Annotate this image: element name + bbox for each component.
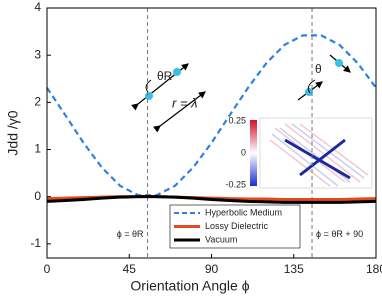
heatmap-fringes	[271, 123, 365, 187]
colorbar-label: 0	[241, 147, 246, 157]
legend-label: Lossy Dielectric	[205, 221, 269, 231]
colorbar	[250, 120, 257, 186]
x-axis-label: Orientation Angle ϕ	[130, 278, 249, 294]
x-tick-label: 135	[284, 262, 304, 276]
y-tick-label: 3	[34, 47, 41, 61]
reference-label: ϕ = θR	[117, 229, 144, 239]
angle-arc	[145, 79, 152, 93]
y-tick-label: 1	[34, 142, 41, 156]
series-line	[46, 195, 377, 204]
x-tick-label: 45	[123, 262, 137, 276]
annotation: θ	[315, 62, 322, 76]
heatmap-cross	[284, 138, 351, 180]
dipole	[145, 92, 153, 100]
colorbar-label: 0.25	[228, 115, 246, 125]
dipole-diagram: θR r = λ θ	[131, 54, 351, 133]
arrow	[153, 91, 206, 133]
dipole	[335, 59, 343, 67]
x-tick-label: 90	[205, 262, 219, 276]
x-tick-label: 180	[366, 262, 382, 276]
inset: 0.25 0 -0.25	[225, 115, 373, 189]
y-tick-label: 2	[34, 95, 41, 109]
reference-label: ϕ = θR + 90	[316, 229, 363, 239]
annotation: θR	[157, 69, 173, 83]
annotation: r = λ	[172, 95, 198, 110]
colorbar-label: -0.25	[225, 179, 246, 189]
dipole	[173, 68, 181, 76]
angle-arc	[307, 79, 316, 94]
y-tick-label: -1	[30, 236, 41, 250]
y-tick-label: 0	[34, 189, 41, 203]
y-tick-label: 4	[34, 0, 41, 14]
legend-label: Hyperbolic Medium	[205, 207, 282, 217]
plot-frame	[46, 7, 377, 259]
x-tick-label: 0	[44, 262, 51, 276]
legend-label: Vacuum	[205, 234, 237, 244]
series-line	[46, 34, 377, 197]
y-axis-label: Jdd /γ0	[5, 110, 21, 155]
legend: Hyperbolic Medium Lossy Dielectric Vacuum	[169, 204, 301, 249]
